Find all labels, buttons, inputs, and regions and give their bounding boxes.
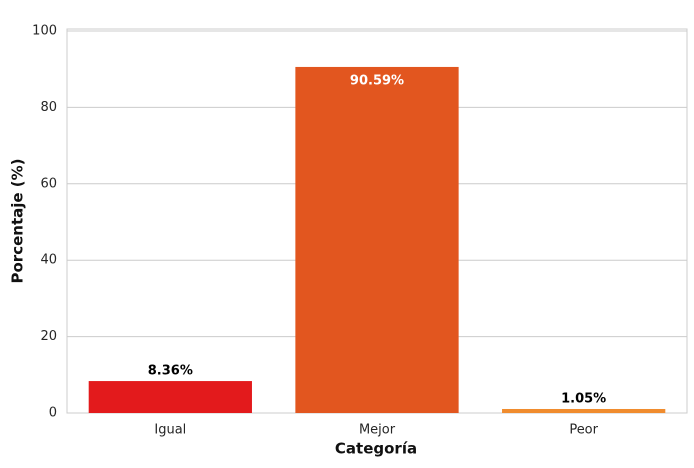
value-label: 1.05% (561, 391, 606, 406)
y-tick-label: 60 (40, 176, 57, 191)
x-tick-label: Mejor (359, 423, 396, 438)
x-tick-label: Peor (569, 423, 598, 438)
x-tick-label: Igual (154, 423, 186, 438)
y-tick-label: 20 (40, 329, 57, 344)
value-label: 90.59% (350, 73, 404, 88)
y-tick-label: 80 (40, 100, 57, 115)
value-label: 8.36% (148, 364, 193, 379)
bar (295, 66, 459, 413)
y-axis-title: Porcentaje (%) (9, 158, 27, 283)
y-tick-label: 0 (49, 406, 57, 421)
bar (88, 381, 252, 413)
y-tick-label: 40 (40, 253, 57, 268)
y-tick-label: 100 (32, 24, 57, 39)
bar (502, 408, 666, 413)
x-axis-title: Categoría (335, 440, 417, 458)
